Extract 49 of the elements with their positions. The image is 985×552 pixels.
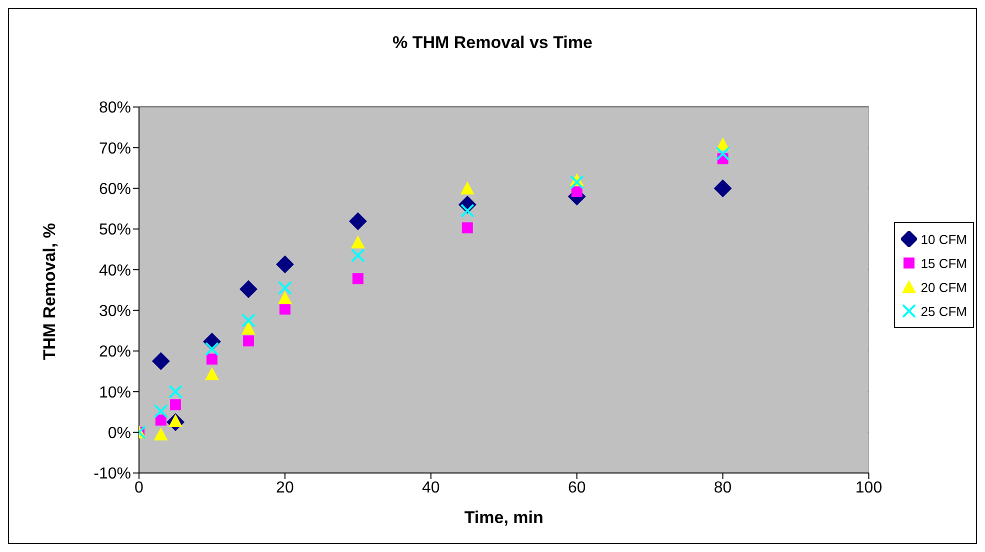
legend-label: 15 CFM: [920, 256, 967, 270]
x-tick-label: 40: [422, 479, 440, 496]
y-tick-label: 50%: [98, 222, 131, 239]
y-tick-label: 10%: [98, 384, 131, 402]
point: [279, 304, 290, 315]
y-axis-title: THM Removal, %: [40, 223, 60, 360]
point: [462, 222, 473, 234]
point: [241, 314, 256, 328]
point: [348, 212, 367, 230]
legend-label: 25 CFM: [920, 304, 967, 318]
point: [170, 399, 181, 410]
y-tick-label: 30%: [98, 303, 131, 320]
point: [239, 280, 258, 298]
x-tick-label: 0: [134, 479, 144, 496]
point: [716, 146, 730, 161]
point: [571, 186, 582, 198]
point: [241, 322, 256, 335]
y-tick-label: 60%: [98, 181, 131, 198]
point: [460, 181, 474, 194]
y-tick-label: 20%: [98, 344, 131, 361]
point: [154, 427, 168, 440]
x-axis-title: Time, min: [464, 508, 544, 527]
legend-label: 10 CFM: [920, 232, 967, 246]
point: [714, 179, 732, 198]
x-tick-label: 80: [714, 479, 732, 496]
point: [350, 248, 365, 262]
point: [278, 291, 292, 304]
x-tick-label: 100: [855, 479, 882, 496]
point: [242, 335, 254, 346]
point: [278, 280, 292, 295]
point: [206, 354, 218, 365]
legend-label: 20 CFM: [920, 280, 967, 294]
point: [204, 367, 219, 380]
point: [152, 352, 170, 370]
y-tick-label: 70%: [98, 140, 131, 158]
point: [154, 404, 168, 418]
y-tick-label: 0%: [108, 425, 131, 442]
y-tick-label: 80%: [98, 100, 131, 117]
y-tick-label: 40%: [98, 262, 131, 280]
point: [276, 255, 294, 274]
point: [168, 384, 182, 399]
point: [155, 414, 166, 426]
point: [352, 273, 364, 284]
point: [350, 235, 365, 248]
point: [570, 175, 584, 190]
x-tick-label: 60: [568, 479, 586, 496]
y-tick-label: -10%: [94, 466, 131, 483]
chart-title: % THM Removal vs Time: [392, 33, 594, 53]
x-tick-label: 20: [276, 479, 294, 496]
